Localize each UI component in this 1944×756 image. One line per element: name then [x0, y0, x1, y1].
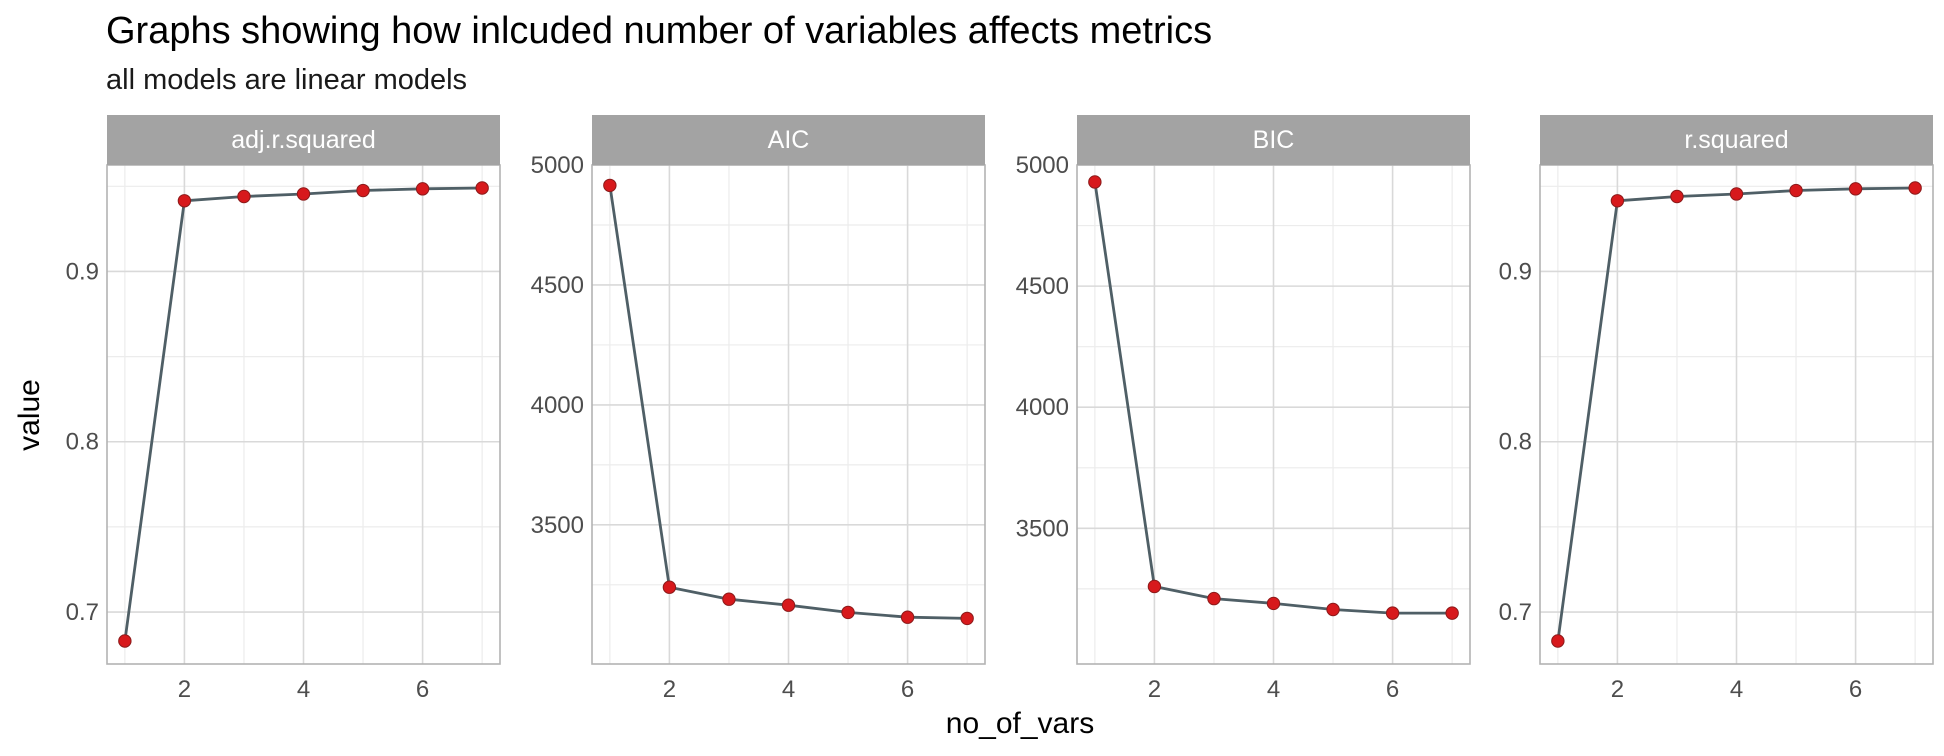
data-point	[1385, 606, 1400, 620]
y-tick-label: 0.9	[66, 258, 99, 285]
data-point	[356, 183, 370, 198]
x-tick-label: 4	[1267, 676, 1280, 703]
data-point	[177, 194, 192, 208]
data-point	[1670, 189, 1684, 204]
x-tick-label: 6	[416, 676, 429, 703]
y-tick-label: 0.9	[1499, 258, 1532, 285]
data-point	[1207, 591, 1221, 606]
data-point	[722, 592, 736, 606]
y-tick-label: 4500	[1016, 273, 1069, 300]
data-point	[237, 189, 251, 204]
chart-subtitle: all models are linear models	[106, 64, 467, 96]
data-point	[415, 182, 430, 196]
y-tick-label: 4000	[531, 392, 584, 419]
x-tick-label: 6	[1849, 676, 1862, 703]
y-tick-label: 0.7	[66, 599, 99, 626]
data-point	[1326, 602, 1340, 617]
panel-adj-r-squared: 2 4 6 0.7 0.8 0.9 adj.r.squared	[66, 115, 501, 703]
data-point	[662, 580, 677, 594]
data-point	[1147, 579, 1162, 594]
facet-strip-label: adj.r.squared	[231, 126, 376, 154]
data-point	[1789, 183, 1803, 198]
y-tick-label: 0.8	[1499, 429, 1532, 456]
x-tick-label: 4	[1730, 676, 1743, 703]
data-point	[296, 187, 311, 201]
data-point	[960, 611, 974, 626]
facet-strip-label: r.squared	[1684, 126, 1788, 154]
y-tick-label: 3500	[531, 512, 584, 539]
data-point	[1266, 596, 1281, 611]
y-axis-title: value	[13, 379, 46, 451]
panel-aic: 2 4 6 3500 4000 4500 5000 AIC	[531, 115, 986, 703]
data-point	[1088, 175, 1102, 189]
x-tick-label: 6	[901, 676, 914, 703]
y-tick-label: 0.7	[1499, 599, 1532, 626]
facet-strip-label: AIC	[768, 126, 810, 154]
x-tick-label: 6	[1386, 676, 1399, 703]
facet-strip	[107, 115, 500, 165]
y-tick-label: 5000	[1016, 152, 1069, 179]
x-tick-label: 4	[782, 676, 795, 703]
x-axis-title: no_of_vars	[946, 707, 1094, 740]
data-point	[841, 605, 855, 620]
data-point	[118, 634, 132, 648]
facet-strip	[592, 115, 985, 165]
panel-bic: 2 4 6 3500 4000 4500 5000 BIC	[1016, 115, 1471, 703]
facet-strip	[1540, 115, 1933, 165]
x-tick-label: 4	[297, 676, 310, 703]
y-tick-label: 4000	[1016, 394, 1069, 421]
x-tick-label: 2	[663, 676, 676, 703]
y-tick-label: 0.8	[66, 429, 99, 456]
x-tick-label: 2	[1148, 676, 1161, 703]
facet-strip	[1077, 115, 1470, 165]
data-point	[1445, 606, 1459, 620]
y-tick-label: 4500	[531, 272, 584, 299]
data-point	[1551, 634, 1565, 648]
data-point	[603, 178, 617, 193]
data-point	[475, 181, 489, 195]
data-point	[1610, 194, 1625, 208]
data-point	[1848, 182, 1863, 196]
data-point	[1908, 181, 1922, 195]
y-tick-label: 5000	[531, 152, 584, 179]
chart-title: Graphs showing how inlcuded number of va…	[106, 10, 1212, 52]
panel-r-squared: 2 4 6 0.7 0.8 0.9 r.squared	[1499, 115, 1934, 703]
x-tick-label: 2	[1611, 676, 1624, 703]
data-point	[781, 598, 796, 612]
x-tick-label: 2	[178, 676, 191, 703]
data-point	[900, 610, 915, 624]
y-tick-label: 3500	[1016, 515, 1069, 542]
data-point	[1729, 187, 1744, 201]
facet-strip-label: BIC	[1253, 126, 1295, 154]
